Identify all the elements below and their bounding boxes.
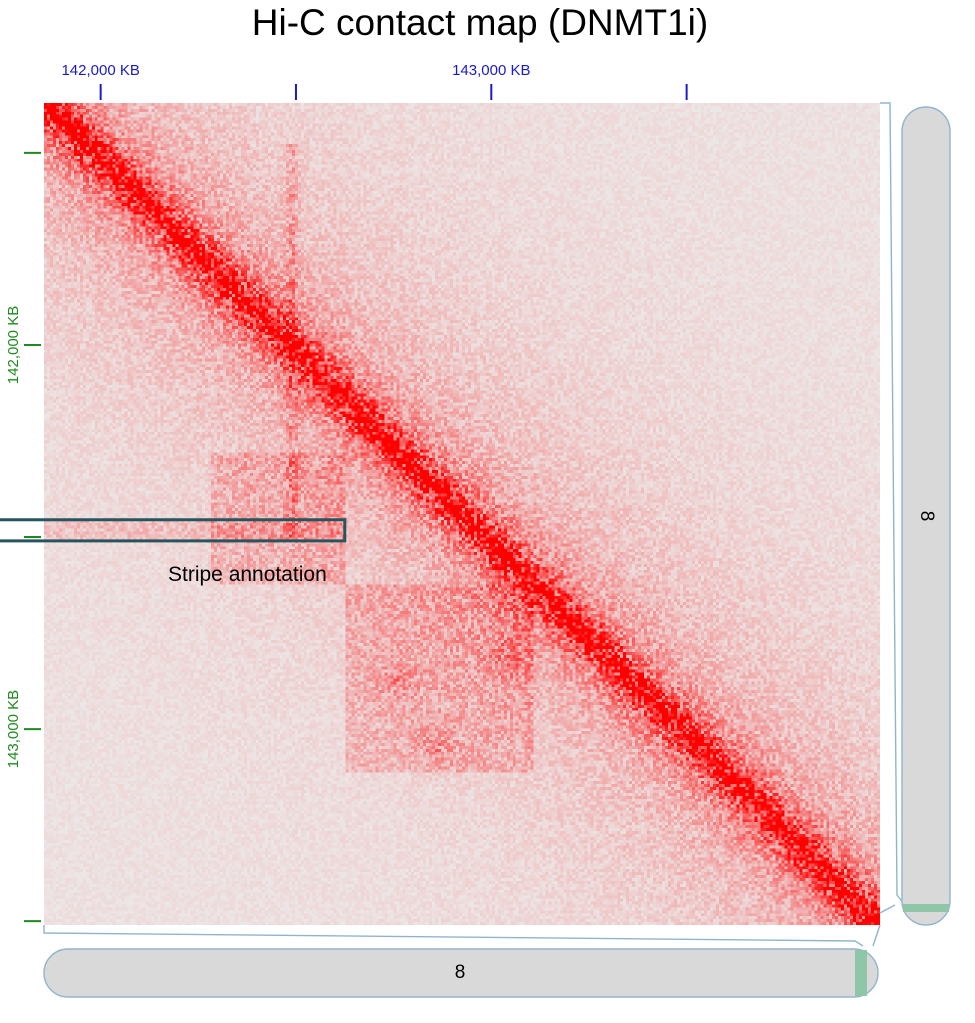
bottom-ideogram-connector [43,925,864,947]
top-axis-tick-label: 143,000 KB [452,62,530,79]
left-axis: 142,000 KB 143,000 KB [5,151,41,923]
bottom-ideogram-body [43,948,879,998]
bottom-ideogram-connector-right [872,924,881,947]
right-ideogram-connector [880,102,906,906]
right-ideogram-label: 8 [916,511,937,522]
top-axis: 142,000 KB 143,000 KB [61,62,688,100]
stripe-annotation-box[interactable] [0,518,347,543]
chart-title: Hi-C contact map (DNMT1i) [251,2,709,43]
bottom-ideogram-highlight [855,950,867,996]
top-axis-tick-label: 142,000 KB [61,62,139,79]
contact-map-heatmap[interactable] [44,103,880,925]
stripe-annotation-label: Stripe annotation [168,563,327,586]
left-axis-tick-label: 143,000 KB [5,690,22,768]
bottom-ideogram-label: 8 [455,962,466,983]
right-ideogram-highlight [903,904,949,912]
bottom-chromosome-ideogram[interactable]: 8 [43,948,879,998]
right-ideogram-connector-lower [879,904,896,914]
right-ideogram-body [901,106,951,926]
left-axis-tick-label: 142,000 KB [5,306,22,384]
right-chromosome-ideogram[interactable]: 8 [901,106,951,926]
